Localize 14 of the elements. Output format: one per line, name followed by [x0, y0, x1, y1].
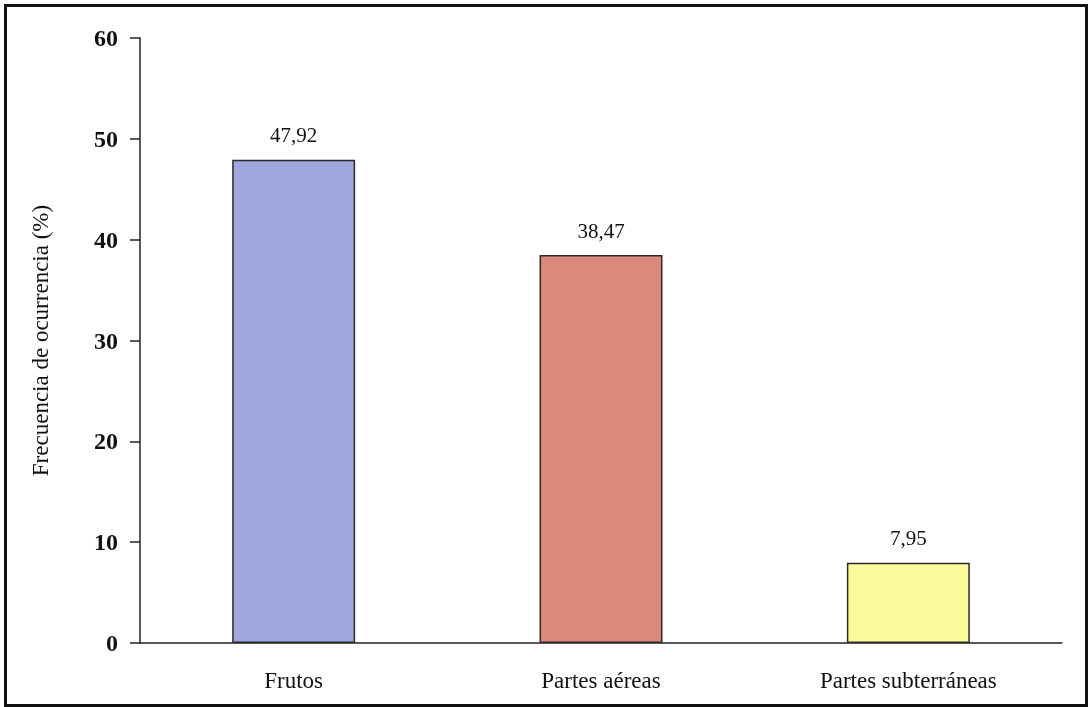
- y-tick-label: 40: [94, 226, 118, 253]
- data-label: 38,47: [577, 218, 625, 243]
- y-axis-title: Frecuencia de ocurrencia (%): [28, 204, 53, 477]
- y-tick-label: 20: [94, 428, 118, 455]
- y-tick-label: 30: [94, 327, 118, 354]
- y-tick-label: 0: [106, 630, 118, 656]
- x-tick-label: Frutos: [264, 668, 324, 693]
- y-tick-label: 60: [94, 25, 118, 51]
- data-label: 7,95: [889, 526, 927, 551]
- y-tick-label: 10: [94, 529, 118, 556]
- x-tick-label: Partes aéreas: [541, 668, 661, 693]
- y-tick-label: 50: [94, 125, 118, 152]
- data-label: 47,92: [270, 123, 318, 148]
- x-tick-label: Partes subterráneas: [819, 668, 997, 693]
